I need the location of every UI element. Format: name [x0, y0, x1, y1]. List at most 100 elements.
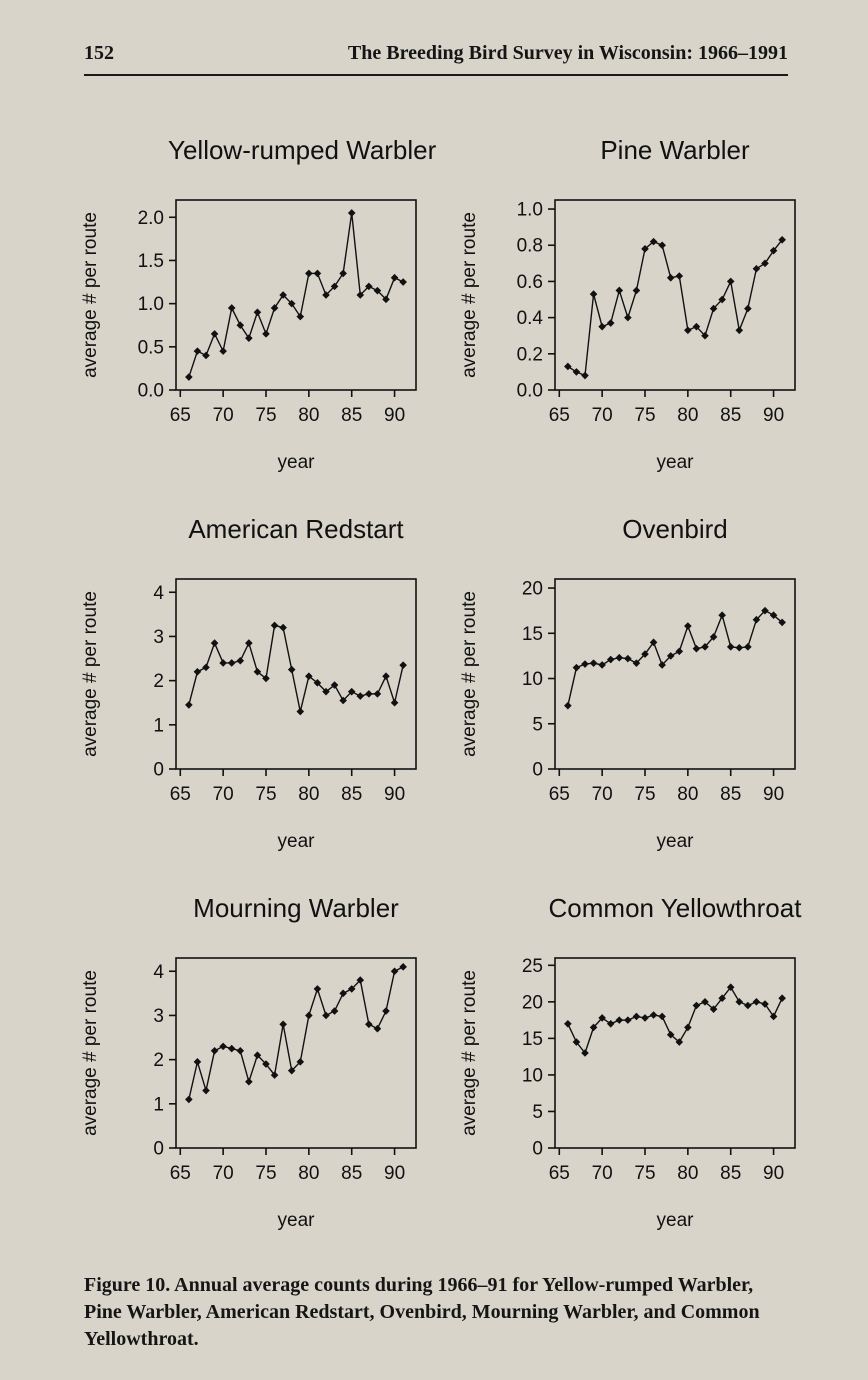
y-tick-label: 0.8: [517, 236, 543, 257]
chart-plot: 0 5 10 15 20 25 65 70 75 80 85 90 average # per rout…: [459, 956, 796, 1231]
data-point-marker: [606, 655, 615, 664]
data-point-marker: [598, 661, 606, 669]
data-point-marker: [245, 1077, 253, 1086]
data-point-marker: [572, 1038, 581, 1046]
data-point-marker: [322, 1011, 330, 1020]
x-axis-title: year: [278, 1210, 316, 1231]
data-point-marker: [624, 654, 632, 663]
data-point-marker: [598, 1014, 606, 1022]
data-point-marker: [399, 278, 407, 286]
x-tick-label: 75: [634, 405, 655, 426]
plot-frame: [175, 199, 417, 391]
data-point-marker: [615, 1016, 624, 1024]
chart-holder: 0 1 2 3 4 65 70 75 80 85 90 average # per route year: [72, 563, 424, 865]
data-point-marker: [726, 983, 735, 992]
data-point-marker: [675, 647, 684, 656]
data-point-marker: [262, 330, 270, 338]
data-point-marker: [589, 1023, 598, 1032]
page-number: 152: [84, 42, 114, 64]
data-point-marker: [279, 1020, 287, 1029]
data-point-marker: [390, 698, 399, 707]
x-tick-label: 85: [341, 1163, 362, 1184]
data-point-marker: [632, 286, 641, 295]
x-tick-label: 90: [763, 784, 784, 805]
data-point-marker: [399, 963, 407, 971]
y-axis-title: average # per route: [459, 591, 480, 757]
data-point-marker: [666, 1030, 675, 1039]
data-point-marker: [632, 1012, 641, 1021]
data-point-marker: [322, 291, 330, 299]
data-point-marker: [202, 1086, 210, 1095]
data-point-marker: [373, 286, 382, 295]
data-point-marker: [253, 308, 262, 317]
data-point-marker: [339, 696, 347, 705]
y-tick-label: 2.0: [138, 208, 164, 229]
data-point-marker: [726, 277, 735, 286]
y-tick-label: 2: [153, 1050, 164, 1071]
data-point-marker: [752, 998, 761, 1006]
data-line: [188, 966, 404, 1100]
data-point-marker: [615, 653, 624, 662]
y-tick-label: 1.0: [138, 294, 164, 315]
data-point-marker: [658, 241, 666, 250]
data-point-marker: [185, 1095, 193, 1104]
x-tick-label: 90: [384, 405, 405, 426]
data-point-marker: [236, 656, 245, 665]
data-point-marker: [769, 611, 778, 619]
data-point-marker: [709, 633, 718, 641]
data-point-marker: [253, 1051, 262, 1060]
x-tick-label: 90: [384, 1163, 405, 1184]
data-line: [188, 624, 404, 712]
data-point-marker: [649, 237, 658, 246]
data-point-marker: [313, 679, 322, 687]
data-point-marker: [219, 1042, 227, 1051]
chart-title: American Redstart: [188, 514, 404, 544]
x-tick-label: 65: [170, 784, 191, 805]
figure-grid: Yellow-rumped Warbler 0.0 0.5 1.0 1.5 2.0 65 7…: [72, 134, 803, 1244]
chart-holder: 0.0 0.5 1.0 1.5 2.0 65 70 75 80 85 90 average # per…: [72, 184, 424, 486]
chart-title: Pine Warbler: [600, 135, 750, 165]
data-point-marker: [219, 659, 227, 667]
data-point-marker: [356, 692, 365, 700]
chart-plot: 0 1 2 3 4 65 70 75 80 85 90 average # per route year: [80, 957, 417, 1231]
data-point-marker: [718, 994, 726, 1002]
y-tick-label: 1.5: [138, 251, 164, 272]
data-point-marker: [709, 1005, 718, 1013]
data-point-marker: [718, 295, 726, 304]
data-point-marker: [210, 330, 219, 338]
x-tick-label: 90: [763, 1163, 784, 1184]
y-tick-label: 10: [522, 669, 543, 690]
data-point-marker: [202, 351, 210, 360]
x-tick-label: 75: [255, 405, 276, 426]
data-point-marker: [684, 622, 692, 630]
y-tick-label: 20: [522, 992, 543, 1013]
data-point-marker: [339, 269, 347, 278]
data-point-marker: [390, 967, 399, 976]
y-tick-label: 0: [532, 760, 543, 781]
y-tick-label: 4: [153, 962, 164, 983]
y-axis-title: average # per route: [80, 591, 101, 757]
data-point-marker: [744, 1001, 752, 1010]
data-point-marker: [581, 371, 589, 380]
data-point-marker: [322, 687, 330, 696]
x-tick-label: 80: [677, 405, 698, 426]
y-tick-label: 1.0: [517, 200, 543, 221]
data-point-marker: [761, 259, 769, 268]
x-tick-label: 80: [298, 1163, 319, 1184]
x-tick-label: 70: [592, 405, 613, 426]
y-tick-label: 0.2: [517, 344, 543, 365]
x-axis-title: year: [657, 831, 695, 852]
chart-title: Common Yellowthroat: [548, 893, 802, 923]
y-tick-label: 0: [153, 1139, 164, 1160]
x-tick-label: 65: [549, 405, 570, 426]
data-point-marker: [752, 264, 761, 273]
data-point-marker: [735, 998, 744, 1006]
chart-cell-mourning-warbler: Mourning Warbler 0 1 2 3 4 65 70 75 80 85 90 averag…: [72, 892, 424, 1244]
data-point-marker: [752, 615, 761, 624]
x-tick-label: 85: [720, 1163, 741, 1184]
data-point-marker: [735, 643, 744, 652]
x-tick-label: 80: [677, 784, 698, 805]
data-point-marker: [227, 1044, 236, 1053]
y-tick-label: 0.6: [517, 272, 543, 293]
